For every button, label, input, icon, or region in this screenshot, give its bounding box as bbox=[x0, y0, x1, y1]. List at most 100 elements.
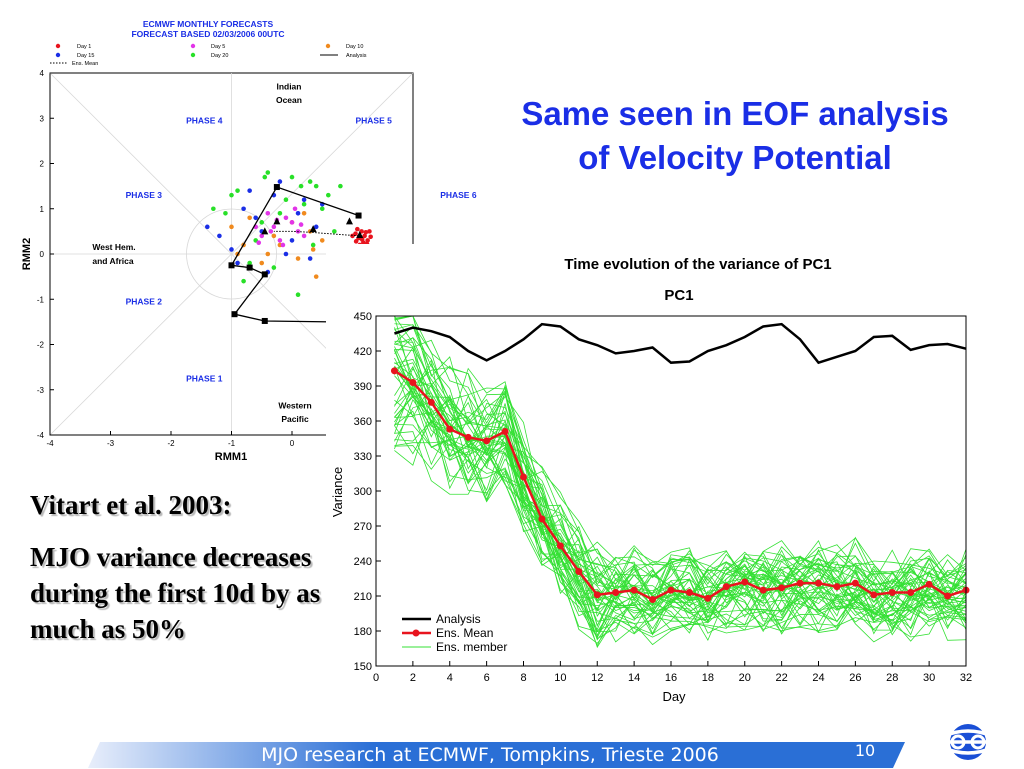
phase-point-day10 bbox=[271, 233, 277, 239]
phase-point-day15 bbox=[229, 247, 234, 252]
pc1-ens-mean-point bbox=[501, 428, 509, 435]
pc1-ens-mean-point bbox=[851, 579, 859, 587]
legend-label-day5: Day 5 bbox=[211, 44, 225, 50]
phase-point-day1 bbox=[367, 229, 372, 234]
pc1-x-tick-label: 2 bbox=[410, 672, 416, 684]
phase-analysis-point bbox=[261, 317, 268, 324]
phase-region-label: Ocean bbox=[276, 95, 302, 105]
phase-point-day1 bbox=[365, 238, 370, 243]
pc1-chart-subtitle: PC1 bbox=[664, 287, 693, 304]
pc1-ens-mean-point bbox=[556, 542, 564, 550]
phase-point-day10 bbox=[319, 238, 325, 243]
pc1-ensemble-member-line bbox=[394, 416, 967, 639]
pc1-x-tick-label: 12 bbox=[591, 672, 603, 684]
phase-point-day20 bbox=[313, 183, 319, 189]
phase-point-day1 bbox=[368, 234, 373, 240]
phase-point-day15 bbox=[217, 233, 222, 239]
pc1-ens-mean-point bbox=[409, 379, 417, 386]
pc1-legend-label-ens-member: Ens. member bbox=[436, 640, 507, 654]
phase-y-tick-label: 4 bbox=[40, 69, 45, 78]
pc1-ens-mean-point bbox=[464, 433, 472, 441]
pc1-x-tick-label: 28 bbox=[886, 672, 898, 684]
pc1-y-tick-label: 210 bbox=[354, 591, 372, 603]
pc1-ensemble-member-line bbox=[394, 350, 967, 610]
phase-region-label: and Africa bbox=[92, 256, 134, 266]
legend-marker-day5 bbox=[190, 43, 196, 49]
pc1-ens-mean-point bbox=[649, 596, 657, 603]
phase-x-tick-label: -2 bbox=[167, 439, 175, 448]
phase-point-day20 bbox=[241, 278, 246, 284]
phase-point-day10 bbox=[265, 251, 271, 257]
phase-point-day5 bbox=[298, 222, 304, 227]
phase-point-day1 bbox=[362, 233, 367, 239]
phase-y-tick-label: 3 bbox=[40, 114, 45, 123]
phase-y-axis-label: RMM2 bbox=[21, 238, 33, 270]
legend-label-ens-mean: Ens. Mean bbox=[72, 61, 98, 67]
phase-point-day20 bbox=[262, 174, 268, 180]
phase-ens-mean-line bbox=[273, 230, 362, 237]
phase-point-day5 bbox=[280, 242, 286, 248]
pc1-ensemble-member-line bbox=[394, 367, 967, 631]
phase-y-tick-label: -4 bbox=[37, 431, 45, 440]
phase-sector-label: PHASE 6 bbox=[440, 190, 477, 200]
pc1-ens-mean-point bbox=[796, 579, 804, 587]
phase-y-tick-label: 0 bbox=[40, 250, 45, 259]
pc1-ens-mean-point bbox=[390, 367, 398, 375]
phase-point-day20 bbox=[283, 197, 289, 202]
legend-label-day15: Day 15 bbox=[77, 53, 94, 59]
phase-point-day20 bbox=[319, 206, 325, 212]
pc1-ensemble-member-line bbox=[394, 325, 967, 607]
phase-point-day5 bbox=[259, 233, 265, 239]
phase-point-day15 bbox=[205, 224, 210, 230]
phase-point-day20 bbox=[295, 292, 301, 298]
pc1-ens-mean-point bbox=[888, 589, 896, 596]
phase-analysis-line bbox=[230, 186, 359, 323]
pc1-x-tick-label: 18 bbox=[702, 672, 714, 684]
pc1-ensemble-member-line bbox=[394, 443, 967, 638]
phase-sector-label: PHASE 2 bbox=[126, 297, 163, 307]
phase-point-day15 bbox=[235, 260, 240, 266]
phase-y-tick-label: -3 bbox=[37, 386, 45, 395]
phase-point-day1 bbox=[363, 229, 369, 235]
pc1-ensemble-member-line bbox=[394, 315, 967, 599]
pc1-ensemble-member-line bbox=[394, 343, 967, 609]
pc1-x-tick-label: 22 bbox=[776, 672, 788, 684]
phase-ens-mean-marker bbox=[273, 217, 281, 225]
phase-point-day20 bbox=[301, 201, 307, 207]
pc1-x-tick-label: 8 bbox=[520, 672, 526, 684]
pc1-ensemble-member-line bbox=[394, 315, 967, 594]
pc1-ens-mean-point bbox=[685, 589, 693, 596]
legend-label-analysis: Analysis bbox=[346, 53, 367, 59]
phase-point-day20 bbox=[211, 206, 216, 212]
pc1-x-tick-label: 10 bbox=[554, 672, 566, 684]
phase-point-day20 bbox=[271, 265, 277, 270]
pc1-ens-mean-point bbox=[870, 591, 878, 599]
pc1-ens-mean-point bbox=[778, 584, 786, 592]
pc1-ensemble-member-line bbox=[394, 327, 967, 605]
pc1-y-tick-label: 420 bbox=[354, 346, 372, 358]
phase-point-day15 bbox=[307, 256, 313, 261]
pc1-y-tick-label: 360 bbox=[354, 416, 372, 428]
phase-point-day20 bbox=[289, 174, 295, 180]
pc1-x-tick-label: 16 bbox=[665, 672, 677, 684]
phase-point-day20 bbox=[298, 183, 304, 189]
phase-point-day15 bbox=[295, 210, 301, 216]
phase-point-day10 bbox=[295, 256, 301, 261]
phase-point-day1 bbox=[353, 239, 359, 244]
phase-point-day5 bbox=[289, 220, 295, 225]
pc1-ens-mean-point bbox=[944, 592, 952, 600]
pc1-ens-mean-point bbox=[759, 586, 767, 594]
phase-point-day20 bbox=[332, 229, 337, 234]
legend-label-day20: Day 20 bbox=[211, 53, 228, 59]
slide-title-line1: Same seen in EOF analysis bbox=[521, 95, 949, 132]
notes-body: MJO variance decreases during the first … bbox=[30, 542, 321, 644]
ecmwf-logo-icon bbox=[943, 724, 993, 760]
pc1-x-tick-label: 26 bbox=[849, 672, 861, 684]
footer-text: MJO research at ECMWF, Tompkins, Trieste… bbox=[261, 744, 719, 766]
phase-point-day5 bbox=[301, 233, 307, 239]
pc1-ensemble-member-line bbox=[394, 366, 967, 628]
phase-point-day5 bbox=[277, 238, 283, 243]
phase-point-day10 bbox=[229, 224, 234, 230]
phase-point-day10 bbox=[301, 210, 307, 216]
pc1-x-axis-label: Day bbox=[662, 689, 686, 704]
